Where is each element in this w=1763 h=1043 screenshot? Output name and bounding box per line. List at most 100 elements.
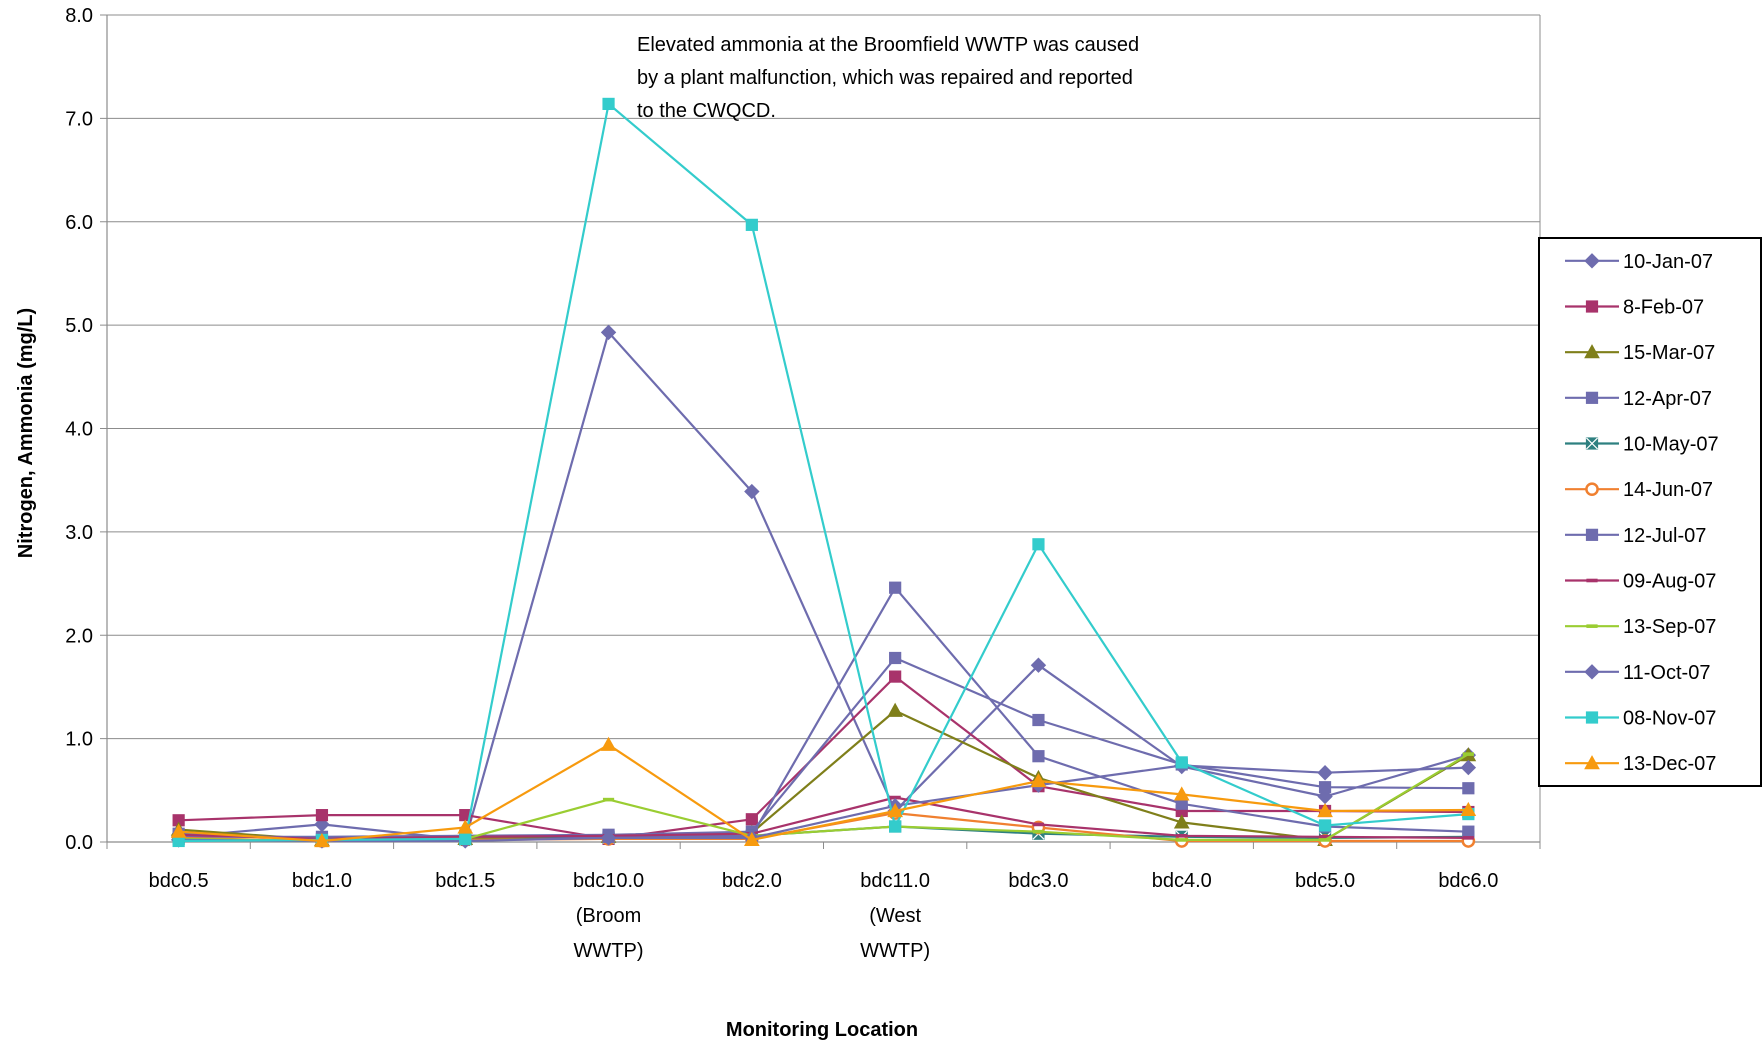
data-point [315, 809, 329, 822]
data-point [889, 651, 902, 665]
data-point [1460, 759, 1477, 776]
data-point [889, 795, 901, 800]
x-tick-label: bdc6.0 [1438, 870, 1498, 892]
data-point [1460, 801, 1477, 817]
data-point [1175, 756, 1188, 769]
legend: 10-Jan-07 8-Feb-07 15-Mar-07 12-Apr-07 10-Ma… [1538, 237, 1762, 787]
legend-item: 09-Aug-07 [1565, 571, 1716, 593]
x-tick-label-line: bdc0.5 [149, 870, 209, 892]
data-point [600, 736, 617, 751]
x-tick-label: bdc1.0 [292, 870, 352, 892]
data-point [1176, 833, 1188, 838]
data-point [1585, 482, 1599, 497]
legend-label: 12-Apr-07 [1623, 388, 1712, 410]
data-point [1032, 829, 1045, 834]
x-tick-label-line: bdc10.0 [573, 870, 644, 892]
data-point-cross [1585, 437, 1599, 450]
data-point [1030, 657, 1047, 673]
data-point [1584, 755, 1600, 770]
data-point [1176, 838, 1188, 842]
x-tick-label: bdc5.0 [1295, 870, 1355, 892]
series-line [178, 331, 1469, 842]
legend-item: 8-Feb-07 [1565, 297, 1704, 319]
x-tick-label-line: (Broom [576, 905, 642, 927]
data-point [889, 581, 902, 594]
data-point [1317, 765, 1333, 781]
x-tick-label-line: bdc1.0 [292, 870, 352, 892]
data-point [745, 218, 758, 231]
x-tick-label: bdc0.5 [149, 870, 209, 892]
y-tick-label: 6.0 [65, 212, 93, 234]
annotation-line: Elevated ammonia at the Broomfield WWTP … [637, 34, 1139, 56]
series-group [170, 97, 1477, 849]
legend-label: 10-May-07 [1623, 434, 1719, 456]
data-point [1173, 786, 1190, 801]
legend-item: 12-Jul-07 [1565, 525, 1706, 547]
series-line [178, 743, 1469, 843]
data-point [1584, 344, 1600, 359]
legend-item: 11-Oct-07 [1565, 662, 1710, 684]
legend-label: 13-Dec-07 [1623, 753, 1716, 775]
annotation: Elevated ammonia at the Broomfield WWTP … [637, 34, 1139, 122]
series-line [178, 764, 1469, 843]
legend-item: 13-Dec-07 [1565, 753, 1716, 775]
data-point [1586, 578, 1598, 583]
data-point [1318, 781, 1332, 794]
data-point [1032, 713, 1045, 727]
y-tick-label: 4.0 [65, 419, 93, 441]
data-point [1585, 528, 1599, 541]
data-point [1319, 835, 1331, 839]
series-line [178, 796, 1469, 841]
data-point [1032, 822, 1045, 827]
data-point [1030, 772, 1047, 788]
legend-label: 8-Feb-07 [1623, 297, 1704, 319]
y-tick-label: 1.0 [65, 729, 93, 751]
x-tick-label-line: WWTP) [860, 940, 930, 962]
y-axis-title: Nitrogen, Ammonia (mg/L) [15, 308, 37, 558]
legend-box [1538, 237, 1762, 787]
series-line [178, 675, 1469, 841]
legend-item: 15-Mar-07 [1565, 342, 1715, 364]
x-tick-label: bdc2.0 [722, 870, 782, 892]
data-point [1586, 624, 1598, 628]
y-tick-label: 2.0 [65, 625, 93, 647]
data-point [1584, 664, 1600, 680]
data-point [1462, 782, 1475, 795]
x-tick-label-line: WWTP) [574, 940, 644, 962]
x-tick-label: bdc3.0 [1008, 870, 1068, 892]
data-point [1032, 750, 1045, 763]
legend-label: 09-Aug-07 [1623, 571, 1716, 593]
data-point [1173, 814, 1190, 829]
data-point [600, 830, 617, 846]
data-point [1462, 836, 1474, 840]
x-tick-label-line: bdc1.5 [435, 870, 495, 892]
x-tick-label: bdc4.0 [1152, 870, 1212, 892]
data-point [459, 832, 472, 845]
series-13-Dec-07 [170, 736, 1477, 848]
data-point [889, 670, 902, 683]
annotation-line: by a plant malfunction, which was repair… [637, 67, 1133, 89]
data-point [1318, 819, 1332, 832]
legend-item: 12-Apr-07 [1565, 388, 1712, 410]
x-tick-label-line: (West [869, 905, 921, 927]
x-tick-label-line: bdc6.0 [1438, 870, 1498, 892]
legend-label: 11-Oct-07 [1623, 662, 1710, 684]
data-point [1462, 752, 1474, 756]
data-point [457, 819, 474, 834]
data-point [170, 823, 187, 838]
gridlines [107, 14, 1541, 842]
legend-item: 10-May-07 [1565, 434, 1719, 456]
legend-label: 10-Jan-07 [1623, 251, 1713, 273]
legend-label: 12-Jul-07 [1623, 525, 1706, 547]
legend-label: 15-Mar-07 [1623, 342, 1715, 364]
legend-label: 08-Nov-07 [1623, 708, 1716, 730]
legend-label: 13-Sep-07 [1623, 616, 1716, 638]
series-line [178, 102, 1469, 843]
data-point [602, 97, 615, 111]
data-point [1319, 838, 1331, 842]
legend-item: 10-Jan-07 [1565, 251, 1713, 273]
data-point [1317, 802, 1333, 818]
y-tick-label: 3.0 [65, 522, 93, 544]
